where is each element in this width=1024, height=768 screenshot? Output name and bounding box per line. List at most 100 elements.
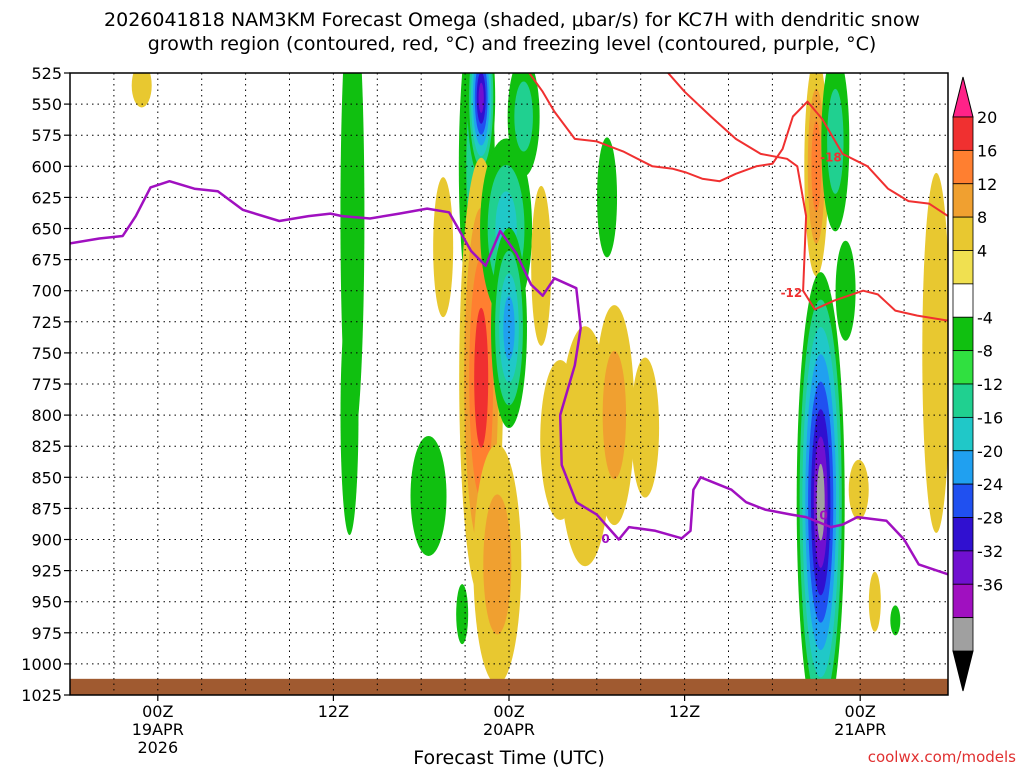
omega-cell [868, 571, 881, 632]
colorbar-label: -20 [977, 442, 1003, 461]
pressure-tick-label: 950 [31, 593, 62, 612]
omega-cell [922, 172, 948, 533]
colorbar-swatch [952, 517, 974, 552]
pressure-tick-label: 875 [31, 499, 62, 518]
colorbar-label: -8 [977, 342, 993, 361]
time-tick-label: 20APR [483, 720, 535, 739]
pressure-tick-label: 800 [31, 406, 62, 425]
omega-cell [467, 73, 496, 178]
pressure-tick-label: 675 [31, 251, 62, 270]
omega-cell-ring [340, 295, 359, 536]
colorbar-label: 4 [977, 242, 987, 261]
omega-cell-ring [922, 172, 948, 533]
colorbar-swatch [952, 483, 974, 518]
colorbar-bottom-arrow [952, 650, 974, 692]
pressure-tick-label: 525 [31, 64, 62, 83]
omega-cell-ring [602, 350, 627, 480]
time-tick-label: 19APR [132, 720, 184, 739]
pressure-tick-label: 725 [31, 313, 62, 332]
omega-cell [131, 73, 152, 108]
pressure-tick-label: 1000 [21, 655, 62, 674]
colorbar-label: -4 [977, 308, 993, 327]
omega-cell-ring [503, 296, 515, 360]
omega-cell-ring [410, 435, 447, 556]
colorbar-swatch [952, 250, 974, 285]
pressure-tick-label: 550 [31, 95, 62, 114]
chart-title-line1: 2026041818 NAM3KM Forecast Omega (shaded… [104, 9, 920, 31]
pressure-tick-label: 825 [31, 437, 62, 456]
omega-cell-ring [474, 307, 489, 448]
omega-cell [890, 605, 901, 636]
omega-cell [597, 137, 618, 258]
omega-cell [491, 228, 527, 429]
time-tick-label: 2026 [137, 738, 178, 757]
omega-cell [473, 444, 522, 685]
omega-cell-ring [890, 605, 901, 636]
colorbar-swatch [952, 316, 974, 352]
omega-cell [433, 177, 454, 318]
colorbar-label: 12 [977, 175, 997, 194]
colorbar-label: -12 [977, 375, 1003, 394]
pressure-tick-label: 925 [31, 562, 62, 581]
time-tick-label: 00Z [845, 702, 876, 721]
colorbar-label: 20 [977, 108, 997, 127]
colorbar-swatch [952, 149, 974, 185]
colorbar-swatch [952, 283, 974, 318]
colorbar-top-arrow [952, 76, 974, 118]
omega-cell-ring [514, 81, 533, 152]
isotherm-contours: -12 -18 0 0 [70, 73, 948, 576]
colorbar-swatch [952, 383, 974, 418]
omega-cell-ring [848, 459, 869, 520]
isotherm-label: 0 [819, 509, 827, 523]
pressure-tick-label: 775 [31, 375, 62, 394]
isotherm-line [528, 73, 948, 217]
colorbar-swatch [952, 450, 974, 485]
pressure-tick-label: 1025 [21, 686, 62, 705]
time-tick-label: 21APR [834, 720, 886, 739]
colorbar-swatch [952, 350, 974, 385]
omega-cell [340, 295, 359, 536]
chart-title-line2: growth region (contoured, red, °C) and f… [148, 33, 877, 55]
colorbar-swatch [952, 550, 974, 585]
isotherm-line [70, 179, 948, 576]
omega-cell-ring [811, 121, 822, 212]
omega-cell [507, 73, 540, 177]
omega-cell [531, 185, 552, 346]
credit-link[interactable]: coolwx.com/models [868, 748, 1016, 766]
colorbar-label: -24 [977, 475, 1003, 494]
x-axis-label: Forecast Time (UTC) [413, 747, 604, 768]
omega-cell-ring [456, 584, 469, 645]
omega-cell [848, 459, 869, 520]
ground-fill [70, 678, 948, 695]
pressure-tick-label: 700 [31, 282, 62, 301]
omega-cell-ring [131, 73, 152, 108]
omega-cell-ring [597, 137, 618, 258]
colorbar-swatch [952, 583, 974, 619]
colorbar-label: -36 [977, 575, 1003, 594]
colorbar-swatch [952, 416, 974, 452]
omega-cell [631, 357, 660, 498]
pressure-tick-label: 900 [31, 531, 62, 550]
omega-cell-ring [631, 357, 660, 498]
pressure-tick-label: 750 [31, 344, 62, 363]
colorbar-label: 16 [977, 141, 997, 160]
pressure-tick-label: 600 [31, 157, 62, 176]
colorbar-swatch [952, 116, 974, 151]
pressure-tick-label: 850 [31, 468, 62, 487]
isotherm-label: 0 [601, 532, 609, 546]
omega-cell [594, 305, 635, 526]
pressure-tick-label: 975 [31, 624, 62, 643]
colorbar-swatch [952, 183, 974, 218]
colorbar-label: -28 [977, 509, 1003, 528]
colorbar-swatch [952, 617, 974, 652]
pressure-axis: 525 550 575 600 625 650 675 700 725 750 775 800 825 8… [21, 64, 70, 705]
colorbar-legend: 20 16 12 8 4 -4 -8 -12 -16 -20 -24 -28 -32 -36 [952, 76, 1003, 692]
omega-cell [796, 272, 845, 695]
omega-cell-ring [478, 82, 484, 113]
pressure-tick-label: 575 [31, 126, 62, 145]
time-tick-label: 00Z [493, 702, 524, 721]
time-tick-label: 12Z [669, 702, 700, 721]
isotherm-label: -18 [820, 150, 842, 164]
